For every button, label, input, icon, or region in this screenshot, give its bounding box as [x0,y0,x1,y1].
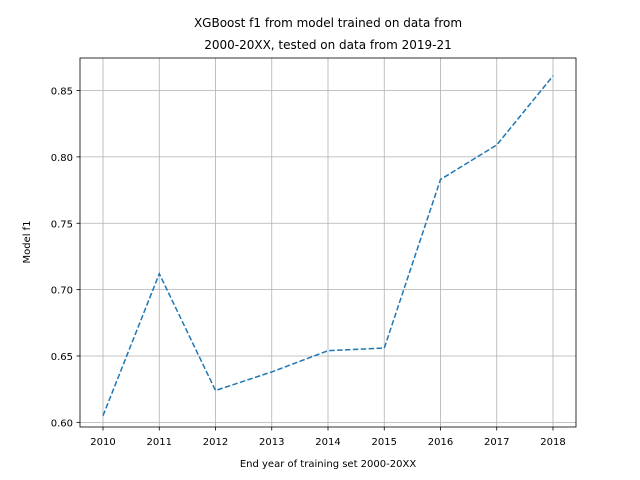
x-tick-label: 2013 [259,437,284,448]
series-line [102,75,554,416]
y-tick-label: 0.85 [51,87,73,98]
chart-title-line-2: 2000-20XX, tested on data from 2019-21 [204,38,452,52]
x-tick-label: 2015 [372,437,397,448]
x-axis-label: End year of training set 2000-20XX [240,459,417,470]
x-tick-label: 2016 [428,437,453,448]
x-tick-label: 2011 [147,437,172,448]
x-axis-ticks: 2010 2011 2012 2013 2014 2015 2016 2017 2018 [90,427,566,448]
x-tick-label: 2012 [203,437,228,448]
x-gridlines [102,58,554,427]
chart-title-line-1: XGBoost f1 from model trained on data fr… [194,16,462,30]
y-tick-label: 0.60 [51,418,73,429]
series-layer [102,75,554,416]
y-axis-label: Model f1 [22,220,33,263]
y-tick-label: 0.70 [51,286,73,297]
y-gridlines [80,90,576,423]
y-tick-label: 0.80 [51,153,73,164]
x-tick-label: 2014 [315,437,340,448]
x-tick-label: 2010 [90,437,115,448]
x-tick-label: 2018 [540,437,565,448]
y-tick-label: 0.65 [51,352,73,363]
x-tick-label: 2017 [484,437,509,448]
y-axis-ticks: 0.60 0.65 0.70 0.75 0.80 0.85 [51,87,80,429]
y-tick-label: 0.75 [51,219,73,230]
